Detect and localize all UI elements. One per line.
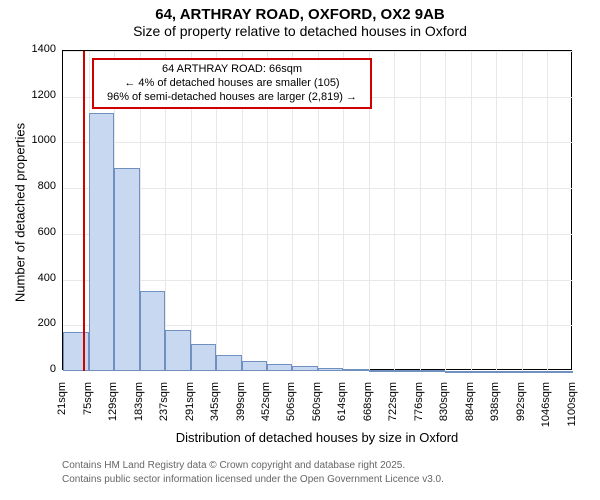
histogram-bar — [165, 330, 191, 371]
histogram-bar — [522, 371, 548, 373]
x-tick-label: 345sqm — [209, 382, 221, 432]
histogram-bar — [292, 366, 318, 371]
x-tick-label: 668sqm — [362, 382, 374, 432]
x-tick-label: 21sqm — [56, 382, 68, 432]
histogram-bar — [343, 369, 369, 371]
footer-line-1: Contains HM Land Registry data © Crown c… — [62, 460, 405, 471]
gridline-vertical — [471, 51, 472, 371]
gridline-vertical — [445, 51, 446, 371]
x-tick-label: 722sqm — [387, 382, 399, 432]
annotation-box: 64 ARTHRAY ROAD: 66sqm ← 4% of detached … — [92, 58, 372, 109]
gridline-vertical — [496, 51, 497, 371]
x-tick-label: 992sqm — [515, 382, 527, 432]
histogram-bar — [114, 168, 140, 371]
x-tick-label: 614sqm — [336, 382, 348, 432]
x-tick-label: 884sqm — [464, 382, 476, 432]
x-tick-label: 1046sqm — [540, 382, 552, 432]
x-tick-label: 1100sqm — [566, 382, 578, 432]
x-tick-label: 506sqm — [285, 382, 297, 432]
footer-line-2: Contains public sector information licen… — [62, 474, 444, 485]
x-axis-label: Distribution of detached houses by size … — [62, 430, 572, 445]
gridline-vertical — [420, 51, 421, 371]
chart-title-main: 64, ARTHRAY ROAD, OXFORD, OX2 9AB — [0, 0, 600, 23]
x-tick-label: 938sqm — [489, 382, 501, 432]
x-tick-label: 75sqm — [82, 382, 94, 432]
y-tick-label: 1000 — [20, 134, 56, 146]
histogram-bar — [216, 355, 242, 371]
histogram-bar — [318, 368, 344, 371]
histogram-bar — [547, 371, 573, 373]
x-tick-label: 291sqm — [184, 382, 196, 432]
histogram-bar — [369, 370, 395, 372]
x-tick-label: 560sqm — [311, 382, 323, 432]
marker-line — [83, 51, 85, 371]
chart-title-sub: Size of property relative to detached ho… — [0, 23, 600, 43]
y-tick-label: 0 — [20, 363, 56, 375]
y-tick-label: 800 — [20, 180, 56, 192]
x-tick-label: 399sqm — [235, 382, 247, 432]
x-tick-label: 237sqm — [158, 382, 170, 432]
gridline-vertical — [547, 51, 548, 371]
gridline-vertical — [394, 51, 395, 371]
histogram-bar — [267, 364, 293, 371]
y-tick-label: 600 — [20, 226, 56, 238]
x-tick-label: 129sqm — [107, 382, 119, 432]
y-tick-label: 1200 — [20, 89, 56, 101]
histogram-bar — [242, 361, 267, 371]
chart-container: 64, ARTHRAY ROAD, OXFORD, OX2 9AB Size o… — [0, 0, 600, 500]
histogram-bar — [445, 371, 471, 373]
x-tick-label: 830sqm — [438, 382, 450, 432]
y-tick-label: 200 — [20, 317, 56, 329]
x-tick-label: 776sqm — [413, 382, 425, 432]
gridline-vertical — [522, 51, 523, 371]
histogram-bar — [89, 113, 115, 371]
x-tick-label: 452sqm — [260, 382, 272, 432]
y-tick-label: 1400 — [20, 43, 56, 55]
histogram-bar — [394, 370, 420, 372]
annotation-line-1: 64 ARTHRAY ROAD: 66sqm — [100, 63, 364, 77]
histogram-bar — [471, 371, 497, 373]
histogram-bar — [420, 370, 446, 372]
histogram-bar — [140, 291, 166, 371]
y-tick-label: 400 — [20, 272, 56, 284]
annotation-line-3: 96% of semi-detached houses are larger (… — [100, 91, 364, 105]
histogram-bar — [191, 344, 217, 371]
annotation-line-2: ← 4% of detached houses are smaller (105… — [100, 77, 364, 91]
x-tick-label: 183sqm — [133, 382, 145, 432]
histogram-bar — [496, 371, 522, 373]
